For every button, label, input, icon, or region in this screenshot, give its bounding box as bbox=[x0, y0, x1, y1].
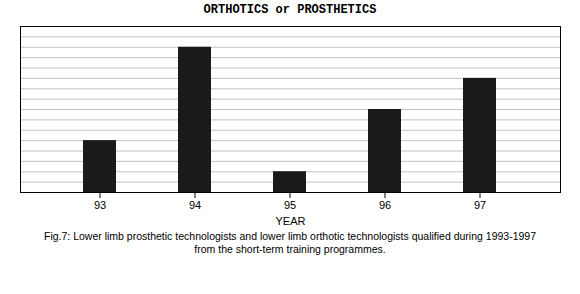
html-text:ORTHOTICS or PROSTHETICS: ORTHOTICS or PROSTHETICS bbox=[203, 3, 377, 17]
html-text:from the short-term training p: from the short-term training programmes. bbox=[194, 243, 386, 255]
svg-text:94: 94 bbox=[189, 199, 201, 211]
svg-text:96: 96 bbox=[379, 199, 391, 211]
svg-text:97: 97 bbox=[474, 199, 486, 211]
svg-text:93: 93 bbox=[94, 199, 106, 211]
svg-text:YEAR: YEAR bbox=[276, 215, 306, 227]
svg-text:95: 95 bbox=[284, 199, 296, 211]
html-text:Fig.7: Lower limb prosthetic t: Fig.7: Lower limb prosthetic technologis… bbox=[44, 230, 536, 242]
